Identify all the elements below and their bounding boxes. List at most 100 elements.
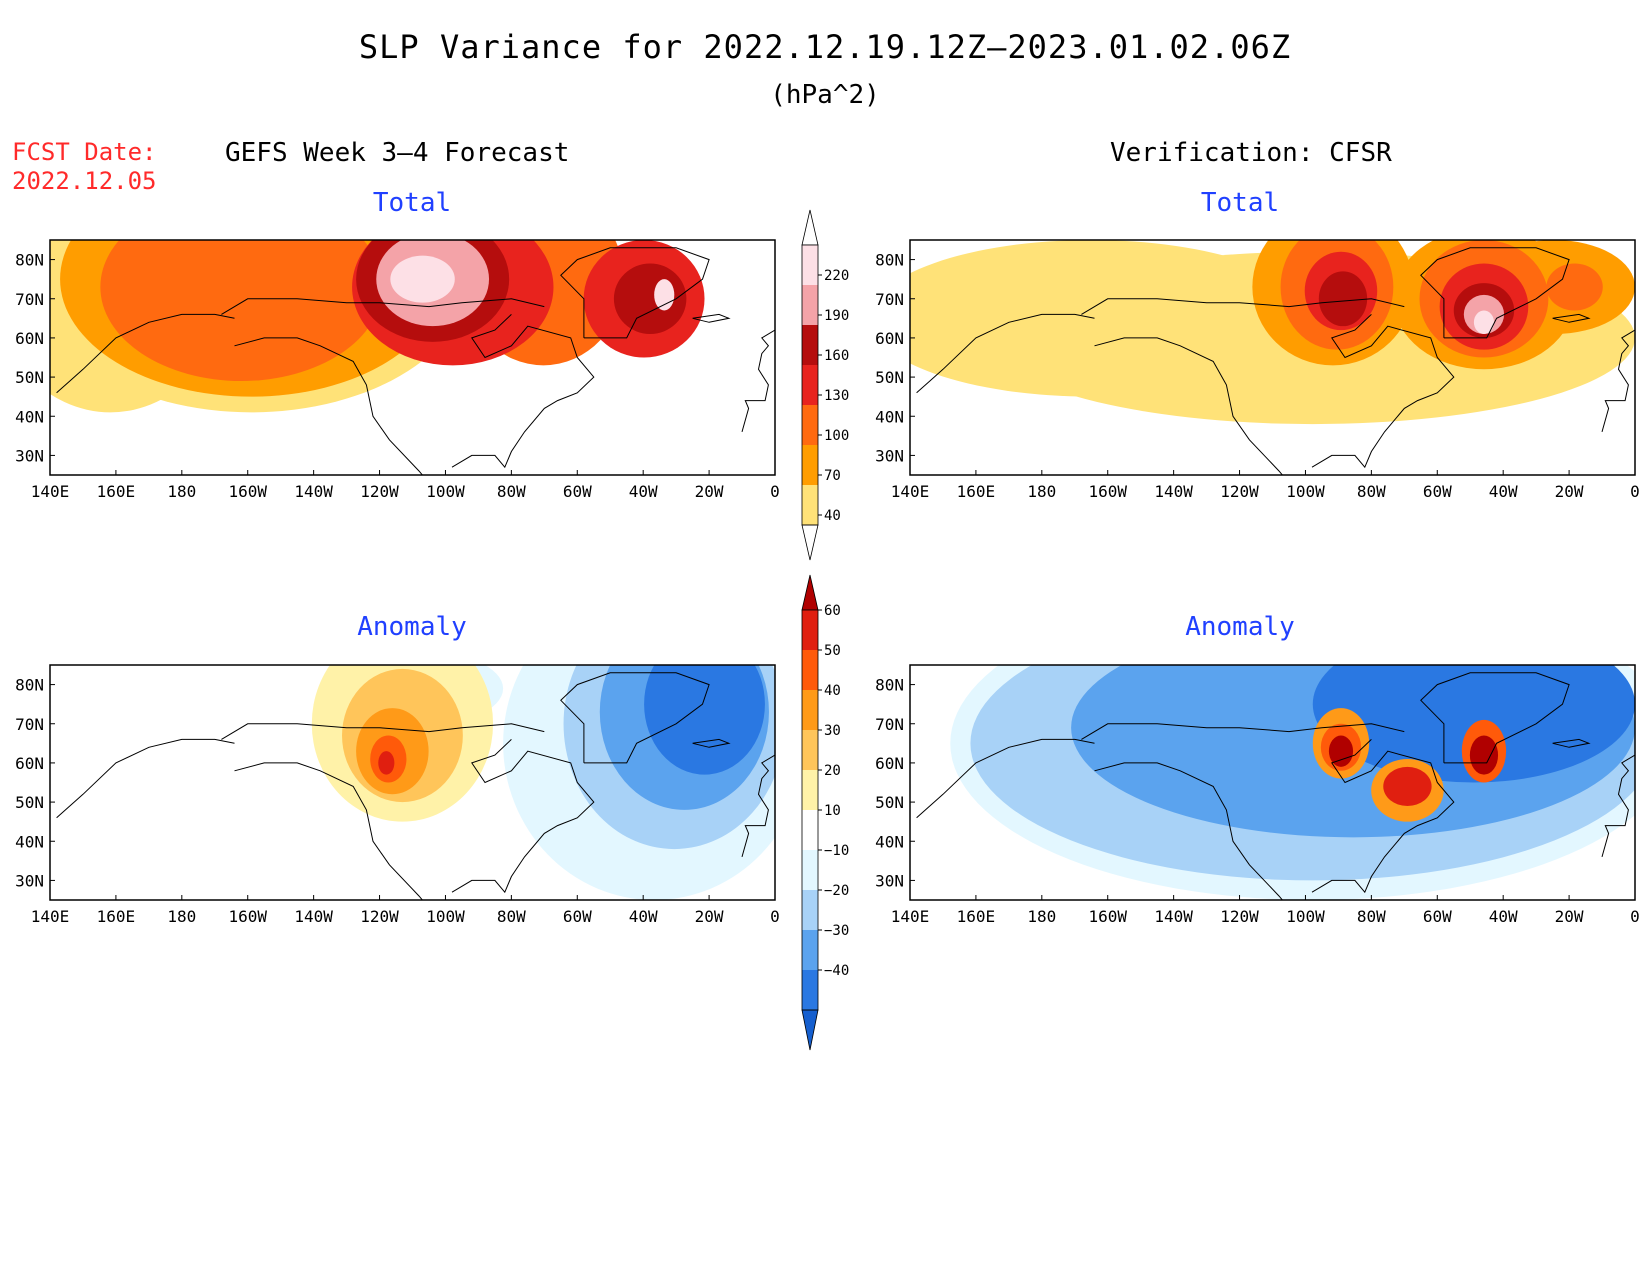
left-column-title: GEFS Week 3–4 Forecast bbox=[225, 138, 570, 168]
coastlines bbox=[56, 247, 775, 475]
lon-tick-label: 60W bbox=[563, 907, 592, 926]
contour-region bbox=[654, 279, 675, 311]
colorbar-segment bbox=[802, 770, 818, 810]
plot-frame bbox=[49, 239, 776, 476]
lon-tick-label: 80W bbox=[497, 907, 526, 926]
units-label: (hPa^2) bbox=[770, 80, 880, 110]
lat-tick-label: 40N bbox=[15, 407, 44, 426]
lon-tick-label: 180 bbox=[1027, 482, 1056, 501]
colorbar-segment bbox=[802, 285, 818, 325]
lon-tick-label: 140W bbox=[1154, 482, 1193, 501]
colorbar-tick-label: 100 bbox=[824, 428, 849, 444]
contour-region bbox=[1328, 735, 1354, 767]
coast-asia bbox=[56, 738, 235, 819]
colorbar-arrow-top bbox=[801, 209, 819, 246]
lon-tick-label: 0 bbox=[1630, 907, 1640, 926]
lat-tick-label: 60N bbox=[15, 754, 44, 773]
lat-tick-label: 30N bbox=[15, 446, 44, 465]
coast-iceland bbox=[1552, 738, 1591, 748]
colorbar-tick-label: −30 bbox=[824, 923, 849, 939]
lon-tick-label: 160W bbox=[1088, 907, 1127, 926]
lat-tick-label: 80N bbox=[15, 251, 44, 270]
lon-tick-label: 120W bbox=[360, 482, 399, 501]
coast-greenland bbox=[560, 672, 710, 764]
lat-tick-label: 80N bbox=[15, 676, 44, 695]
lon-tick-label: 40W bbox=[629, 907, 658, 926]
colorbar-tick-label: 40 bbox=[824, 508, 841, 524]
lon-tick-label: 160W bbox=[1088, 482, 1127, 501]
lat-tick-label: 40N bbox=[15, 832, 44, 851]
contour-region bbox=[100, 240, 383, 381]
lon-tick-label: 40W bbox=[1489, 907, 1518, 926]
colorbar-tick-label: −40 bbox=[824, 963, 849, 979]
colorbar-segment bbox=[802, 405, 818, 445]
lon-tick-label: 60W bbox=[563, 482, 592, 501]
contour-region bbox=[1469, 735, 1499, 775]
panel-title-cfsr-total: Total bbox=[1200, 188, 1280, 218]
coast-atlantic-na bbox=[1311, 739, 1455, 894]
coastlines bbox=[916, 247, 1635, 475]
panel-title-cfsr-anomaly: Anomaly bbox=[1185, 612, 1295, 642]
coast-pacific-na bbox=[1094, 337, 1284, 475]
contour-region bbox=[378, 751, 395, 775]
map-panel-cfsr-total: 140E 160E 180 160W 140W 120W 100W 80W 60W 40W 20W 0… bbox=[875, 239, 1640, 501]
lon-tick-label: 140E bbox=[891, 482, 930, 501]
colorbar-tick-label: 20 bbox=[824, 763, 841, 779]
lon-tick-label: 180 bbox=[167, 482, 196, 501]
lon-tick-label: 140E bbox=[891, 907, 930, 926]
colorbar-tick-label: 190 bbox=[824, 308, 849, 324]
colorbar-segment bbox=[802, 810, 818, 850]
panel-title-gefs-anomaly: Anomaly bbox=[357, 612, 467, 642]
lat-tick-label: 70N bbox=[15, 715, 44, 734]
coast-pacific-na bbox=[234, 337, 424, 475]
plot-frame bbox=[909, 239, 1636, 476]
colorbar-total: 220 190 160 130 100 70 40 bbox=[801, 209, 849, 561]
coast-atlantic-na bbox=[1311, 314, 1455, 469]
coast-europe bbox=[1601, 754, 1635, 858]
colorbar-tick-label: 220 bbox=[824, 268, 849, 284]
field-shading bbox=[910, 240, 1635, 425]
lat-tick-label: 50N bbox=[15, 793, 44, 812]
coast-iceland bbox=[1552, 313, 1591, 323]
lat-tick-label: 60N bbox=[875, 329, 904, 348]
lat-tick-label: 50N bbox=[875, 368, 904, 387]
colorbar-tick-label: 70 bbox=[824, 468, 841, 484]
coast-greenland bbox=[1420, 247, 1570, 339]
main-title: SLP Variance for 2022.12.19.12Z–2023.01.… bbox=[358, 28, 1292, 66]
map-panel-cfsr-anomaly: 140E 160E 180 160W 140W 120W 100W 80W 60W 40W 20W 0… bbox=[875, 664, 1640, 926]
lon-tick-label: 160E bbox=[957, 907, 996, 926]
coast-iceland bbox=[692, 313, 731, 323]
lon-tick-label: 40W bbox=[629, 482, 658, 501]
lat-tick-label: 40N bbox=[875, 832, 904, 851]
coast-atlantic-na bbox=[451, 314, 595, 469]
colorbar-tick-label: 10 bbox=[824, 803, 841, 819]
lat-tick-label: 30N bbox=[875, 871, 904, 890]
lon-tick-label: 100W bbox=[426, 482, 465, 501]
colorbar-arrow-bottom bbox=[801, 1009, 819, 1051]
lon-tick-label: 160E bbox=[97, 482, 136, 501]
lon-tick-label: 20W bbox=[1555, 482, 1584, 501]
colorbar-segment bbox=[802, 850, 818, 890]
plot-frame bbox=[49, 664, 776, 901]
lon-tick-label: 20W bbox=[695, 907, 724, 926]
lon-tick-label: 160W bbox=[228, 907, 267, 926]
coast-pacific-na bbox=[234, 762, 424, 900]
map-panel-gefs-total: 140E 160E 180 160W 140W 120W 100W 80W 60W 40W 20W 0… bbox=[15, 239, 780, 501]
map-panel-gefs-anomaly: 140E 160E 180 160W 140W 120W 100W 80W 60W 40W 20W 0… bbox=[15, 664, 780, 926]
lon-tick-label: 140W bbox=[294, 482, 333, 501]
coast-pacific-na bbox=[1094, 762, 1284, 900]
colorbar-segment bbox=[802, 970, 818, 1010]
colorbar-segment bbox=[802, 325, 818, 365]
lon-tick-label: 100W bbox=[1286, 482, 1325, 501]
coast-greenland bbox=[1420, 672, 1570, 764]
colorbar-segment bbox=[802, 890, 818, 930]
lat-tick-label: 70N bbox=[875, 290, 904, 309]
coast-arctic bbox=[1081, 298, 1405, 315]
lon-tick-label: 120W bbox=[1220, 907, 1259, 926]
coast-europe bbox=[1601, 329, 1635, 433]
colorbar-tick-label: −20 bbox=[824, 883, 849, 899]
forecast-date-value: 2022.12.05 bbox=[12, 167, 157, 195]
coast-arctic bbox=[1081, 723, 1405, 740]
colorbar-segment bbox=[802, 730, 818, 770]
lon-tick-label: 100W bbox=[1286, 907, 1325, 926]
